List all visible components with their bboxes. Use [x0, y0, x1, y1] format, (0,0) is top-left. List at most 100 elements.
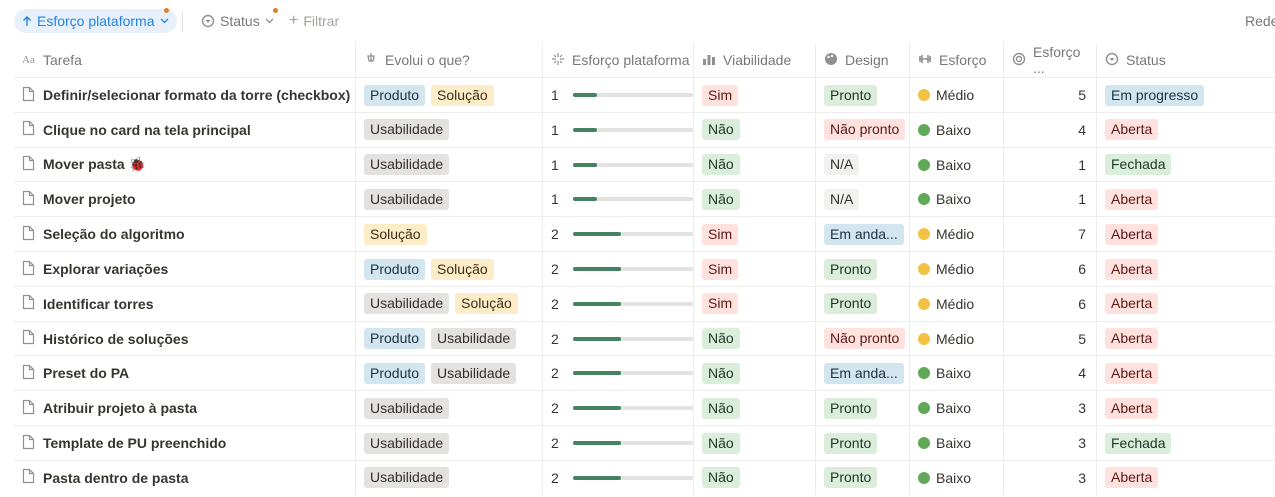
design-tag: Não pronto — [824, 119, 906, 141]
effort-label: Baixo — [936, 121, 972, 138]
effort-score: 5 — [1078, 330, 1086, 347]
status-filter[interactable]: Status — [201, 9, 274, 33]
cell: Pronto — [815, 286, 909, 321]
design-tag: Pronto — [824, 258, 878, 280]
effort-label: Médio — [936, 261, 975, 277]
viability-tag: Não — [702, 188, 740, 210]
page-icon — [22, 155, 35, 174]
cell: Pronto — [815, 391, 909, 426]
cell: 1 — [542, 112, 693, 147]
column-header: Viabilidade — [693, 43, 815, 77]
cell: 2 — [542, 356, 693, 391]
cell: Atribuir projeto à pasta — [14, 391, 355, 425]
cell: Baixo — [909, 147, 1003, 182]
doc-shape — [22, 86, 35, 101]
table-row: Mover projeto Usabilidade 1 Não N/A Baixo 1 Abe… — [14, 181, 1275, 217]
tag: Usabilidade — [364, 432, 450, 454]
cell: Mover projeto — [14, 182, 355, 216]
column-label: Esforço ... — [1033, 44, 1081, 76]
effort-label: Baixo — [936, 469, 972, 486]
tag: Usabilidade — [364, 293, 450, 315]
effort-label: Baixo — [936, 400, 972, 417]
effort-score: 3 — [1078, 400, 1086, 417]
progress-fill — [572, 371, 621, 376]
column-icon — [702, 52, 716, 69]
effort-dot — [918, 193, 930, 206]
effort-number: 2 — [551, 365, 559, 382]
effort-number: 2 — [551, 295, 559, 312]
cell: Clique no card na tela principal — [14, 113, 355, 147]
cell: 7 — [1003, 217, 1096, 252]
table-row: Preset do PA Produto Usabilidade 2 Não Em and… — [14, 355, 1275, 391]
right-label[interactable]: Rede — [1245, 9, 1275, 33]
sort-button[interactable]: Esforço plataforma — [14, 9, 177, 33]
cell: Preset do PA — [14, 356, 355, 390]
tag: Usabilidade — [364, 397, 450, 419]
effort-score: 3 — [1078, 435, 1086, 451]
viability-tag: Não — [702, 119, 740, 141]
progress-track — [572, 232, 693, 237]
effort-score: 6 — [1078, 295, 1086, 312]
progress-fill — [572, 475, 621, 480]
effort-label: Baixo — [936, 435, 972, 451]
cell: Em progresso — [1096, 78, 1275, 112]
cell: Pronto — [815, 252, 909, 286]
cell: Baixo — [909, 356, 1003, 391]
effort-dot — [918, 123, 930, 136]
cell: 1 — [1003, 182, 1096, 217]
progress-track — [572, 406, 693, 411]
effort-dot — [918, 228, 930, 241]
design-tag: Não pronto — [824, 328, 906, 350]
column-icon — [824, 52, 838, 69]
cell: 2 — [542, 460, 693, 495]
cell: Não — [693, 321, 815, 356]
cell: 3 — [1003, 426, 1096, 460]
cell: 4 — [1003, 356, 1096, 391]
cell: 2 — [542, 321, 693, 356]
column-header: Status — [1096, 43, 1275, 77]
progress-track — [572, 336, 693, 341]
table-row: Seleção do algoritmo Solução 2 Sim Em anda..… — [14, 216, 1275, 252]
tag: Usabilidade — [364, 188, 450, 210]
tag: Produto — [364, 84, 426, 106]
cell: Usabilidade — [355, 426, 542, 460]
progress-track — [572, 475, 693, 480]
progress-fill — [572, 162, 597, 167]
progress-fill — [572, 197, 597, 202]
effort-number: 1 — [551, 87, 559, 103]
viability-tag: Não — [702, 467, 740, 489]
column-label: Esforço plataforma — [572, 52, 690, 68]
tag: Produto — [364, 362, 426, 384]
effort-dot — [918, 158, 930, 171]
add-filter[interactable]: + Filtrar — [289, 9, 339, 33]
task-title: Mover pasta 🐞 — [43, 156, 147, 173]
page-icon — [22, 225, 35, 244]
tag: Usabilidade — [364, 154, 450, 176]
progress-track — [572, 371, 693, 376]
cell: Aberta — [1096, 391, 1275, 426]
doc-shape — [22, 434, 35, 449]
column-label: Evolui o que? — [385, 52, 470, 68]
cell: 3 — [1003, 391, 1096, 426]
cell: Pronto — [815, 78, 909, 112]
cell: Médio — [909, 252, 1003, 286]
effort-number: 2 — [551, 435, 559, 451]
column-label: Viabilidade — [723, 52, 792, 68]
cell: 2 — [542, 217, 693, 252]
cell: Produto Usabilidade — [355, 356, 542, 391]
doc-shape — [22, 295, 35, 310]
effort-label: Médio — [936, 295, 975, 312]
effort-dot — [918, 297, 930, 310]
svg-text:Aa: Aa — [22, 54, 35, 66]
cell: Aberta — [1096, 252, 1275, 286]
doc-shape — [22, 329, 35, 345]
column-icon — [1012, 52, 1026, 69]
cell: Sim — [693, 286, 815, 321]
cell: 2 — [542, 252, 693, 286]
task-title: Seleção do algoritmo — [43, 226, 185, 243]
effort-number: 2 — [551, 261, 559, 277]
cell: Médio — [909, 217, 1003, 252]
cell: Pasta dentro de pasta — [14, 461, 355, 495]
cell: Fechada — [1096, 147, 1275, 182]
progress-track — [572, 301, 693, 306]
